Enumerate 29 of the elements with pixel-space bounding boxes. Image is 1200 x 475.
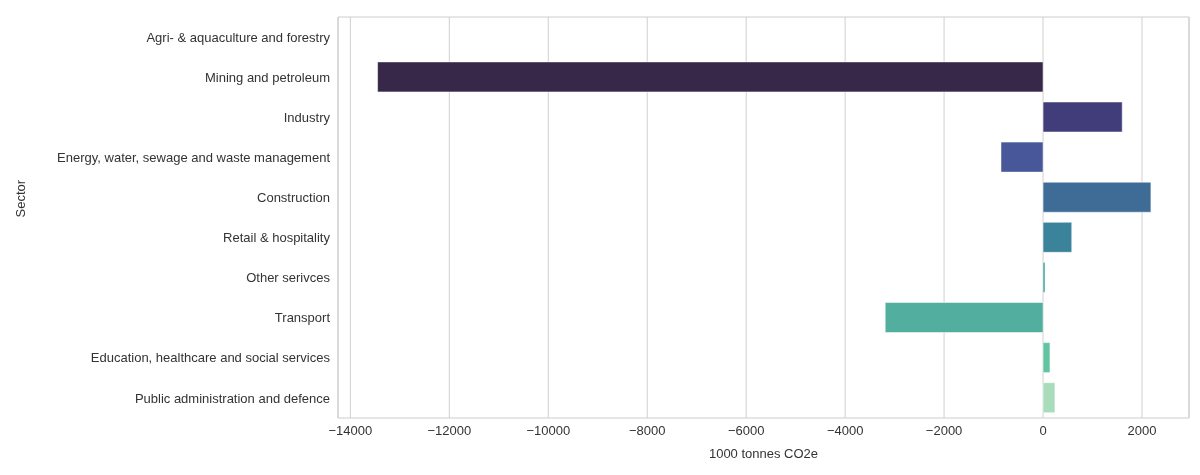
bar bbox=[1000, 141, 1044, 173]
y-tick-label: Public administration and defence bbox=[134, 390, 330, 406]
y-tick-label: Other serivces bbox=[246, 270, 331, 286]
y-tick-label: Energy, water, sewage and waste management bbox=[57, 149, 331, 165]
x-tick-label: −8000 bbox=[628, 423, 666, 439]
x-tick-label: −14000 bbox=[328, 423, 373, 439]
x-tick-label: −6000 bbox=[727, 423, 765, 439]
y-tick-label: Mining and petroleum bbox=[204, 69, 330, 85]
bar bbox=[1042, 342, 1051, 373]
bar bbox=[1042, 222, 1072, 253]
y-tick-label: Retail & hospitality bbox=[223, 230, 331, 246]
y-tick-label: Agri- & aquaculture and forestry bbox=[146, 29, 331, 45]
bar bbox=[1042, 382, 1056, 413]
x-tick-label: 2000 bbox=[1127, 423, 1157, 439]
y-tick-label: Transport bbox=[274, 310, 331, 326]
x-tick-label: −4000 bbox=[826, 423, 864, 439]
y-tick-label: Industry bbox=[283, 109, 331, 125]
bar bbox=[377, 61, 1044, 93]
x-tick-label: −12000 bbox=[427, 423, 472, 439]
y-tick-label: Construction bbox=[257, 190, 330, 206]
bar bbox=[1042, 101, 1123, 133]
bar bbox=[884, 302, 1044, 333]
x-axis-title: 1000 tonnes CO2e bbox=[708, 446, 819, 461]
x-tick-label: 0 bbox=[1039, 423, 1047, 439]
x-tick-label: −2000 bbox=[925, 423, 963, 439]
y-tick-label: Education, healthcare and social services bbox=[90, 350, 331, 366]
bar bbox=[1042, 181, 1152, 213]
x-tick-label: −10000 bbox=[526, 423, 571, 439]
y-axis-title: Sector bbox=[12, 179, 28, 218]
